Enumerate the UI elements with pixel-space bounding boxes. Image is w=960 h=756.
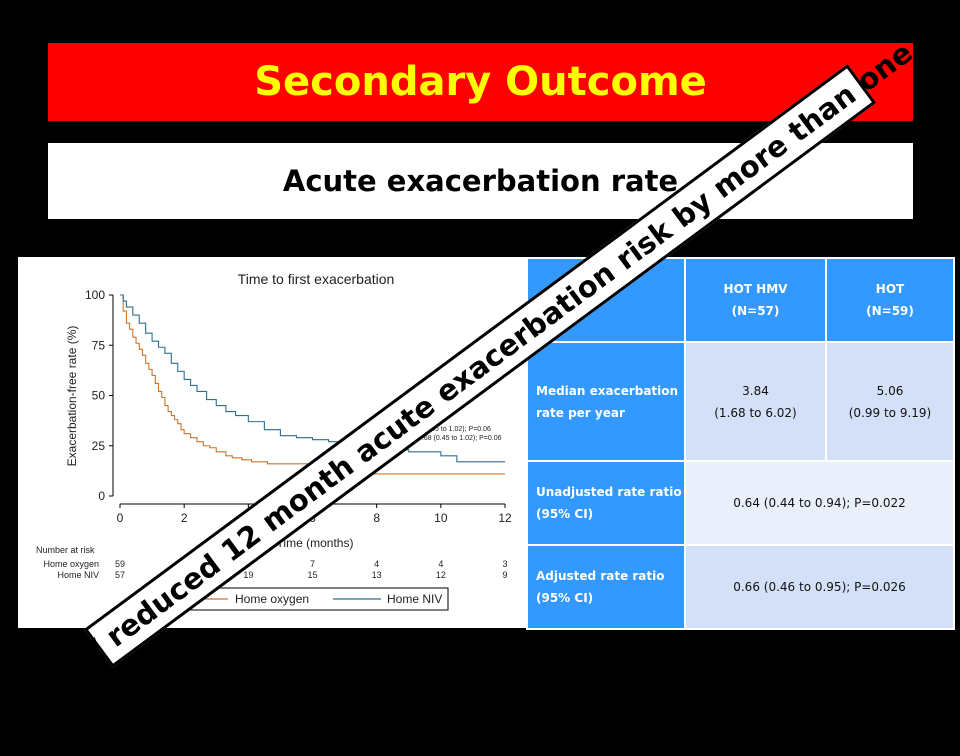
- series-line-home-oxygen: [120, 294, 505, 475]
- col-header-hot-hmv: HOT HMV (N=57): [684, 257, 827, 343]
- risk-table-value: 12: [436, 570, 446, 580]
- col-header-hot: HOT (N=59): [825, 257, 955, 343]
- risk-table-value: 59: [115, 559, 125, 569]
- y-tick-label: 75: [92, 338, 106, 352]
- chart-annotation: R 0.68 (0.45 to 1.02); P=0.06: [411, 435, 502, 442]
- x-tick-label: 8: [373, 511, 380, 525]
- cell-ci: (0.99 to 9.19): [848, 405, 932, 420]
- chart-title: Time to first exacerbation: [238, 271, 395, 287]
- cell-median-hot-hmv: 3.84 (1.68 to 6.02): [684, 341, 827, 462]
- x-axis-label: Time (months): [277, 536, 354, 550]
- cell-ci: (1.68 to 6.02): [714, 405, 797, 420]
- y-tick-label: 50: [92, 389, 106, 403]
- chart-annotation: (0.45 to 1.02); P=0.06: [423, 426, 491, 433]
- y-tick-label: 0: [98, 489, 105, 503]
- legend-label-home-niv: Home NIV: [387, 592, 442, 606]
- risk-table-value: 7: [310, 559, 315, 569]
- x-tick-label: 12: [498, 511, 512, 525]
- col-header-text: HOT: [875, 282, 905, 296]
- y-tick-label: 100: [85, 288, 105, 302]
- risk-table-value: 3: [502, 559, 507, 569]
- x-tick-label: 0: [117, 511, 124, 525]
- risk-table-value: 4: [374, 559, 379, 569]
- risk-table-value: 4: [438, 559, 443, 569]
- y-tick-label: 25: [92, 439, 106, 453]
- cell-value: 5.06: [876, 383, 904, 398]
- title-banner: Secondary Outcome: [48, 43, 913, 121]
- row-label-adjusted: Adjusted rate ratio (95% CI): [526, 544, 686, 630]
- col-header-text: HOT HMV: [723, 282, 788, 296]
- risk-table-value: 13: [372, 570, 382, 580]
- row-label-line: Unadjusted rate ratio: [536, 485, 682, 499]
- row-label-median: Median exacerbation rate per year: [526, 341, 686, 462]
- table-row-unadjusted: Unadjusted rate ratio (95% CI) 0.64 (0.4…: [526, 460, 955, 546]
- cell-unadjusted-ratio: 0.64 (0.44 to 0.94); P=0.022: [684, 460, 955, 546]
- y-axis-label: Exacerbation-free rate (%): [65, 326, 79, 467]
- slide-subtitle: Acute exacerbation rate: [282, 164, 679, 198]
- risk-table-value: 57: [115, 570, 125, 580]
- cell-median-hot: 5.06 (0.99 to 9.19): [825, 341, 955, 462]
- risk-table-value: 15: [307, 570, 317, 580]
- risk-row-label: Home oxygen: [43, 559, 99, 569]
- col-header-n: (N=57): [731, 304, 780, 318]
- outcome-table: HOT HMV (N=57) HOT (N=59) Median exacerb…: [526, 257, 955, 630]
- km-chart-panel: Time to first exacerbation Exacerbation-…: [18, 257, 530, 628]
- row-label-line: Median exacerbation: [536, 383, 679, 398]
- risk-row-label: Home NIV: [57, 570, 99, 580]
- cell-adjusted-ratio: 0.66 (0.46 to 0.95); P=0.026: [684, 544, 955, 630]
- x-tick-label: 10: [434, 511, 448, 525]
- x-tick-label: 2: [181, 511, 188, 525]
- table-row-median: Median exacerbation rate per year 3.84 (…: [526, 341, 955, 462]
- col-header-n: (N=59): [866, 304, 914, 318]
- table-row-adjusted: Adjusted rate ratio (95% CI) 0.66 (0.46 …: [526, 544, 955, 630]
- legend-label-home-oxygen: Home oxygen: [235, 592, 309, 606]
- km-chart: Time to first exacerbation Exacerbation-…: [36, 271, 512, 611]
- row-label-line: (95% CI): [536, 591, 594, 605]
- row-label-line: Adjusted rate ratio: [536, 569, 665, 583]
- slide-title: Secondary Outcome: [254, 59, 707, 105]
- row-label-line: rate per year: [536, 405, 625, 420]
- risk-table-value: 9: [502, 570, 507, 580]
- risk-table-value: 19: [243, 570, 253, 580]
- risk-table-heading: Number at risk: [36, 545, 95, 555]
- row-label-unadjusted: Unadjusted rate ratio (95% CI): [526, 460, 686, 546]
- row-label-line: (95% CI): [536, 507, 594, 521]
- cell-value: 3.84: [742, 383, 769, 398]
